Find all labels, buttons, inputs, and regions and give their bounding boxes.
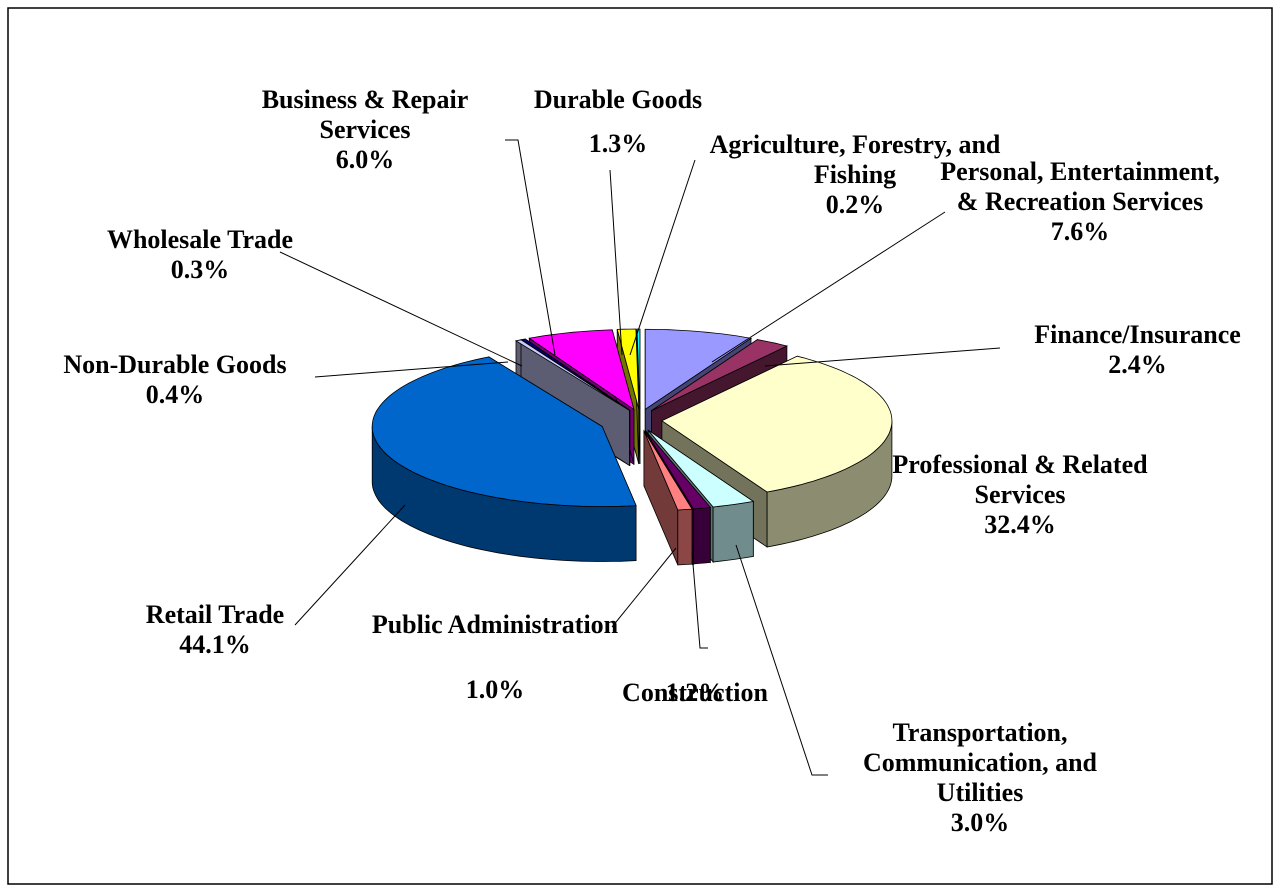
value-label: 32.4% xyxy=(984,510,1056,539)
data-label: Transportation, Communication, and Utili… xyxy=(830,718,1130,838)
slice-top xyxy=(647,429,755,508)
data-label: Personal, Entertainment, & Recreation Se… xyxy=(930,157,1230,247)
leader-line xyxy=(691,551,708,649)
leader-line xyxy=(764,347,1001,367)
leader-line xyxy=(735,544,828,776)
leader-line xyxy=(279,251,523,367)
data-label: Durable Goods 1.3% xyxy=(488,85,748,159)
slice-top xyxy=(514,339,630,411)
category-label: Retail Trade xyxy=(145,600,285,629)
slice-top xyxy=(643,430,693,511)
data-label: Construction 1.2% xyxy=(585,678,805,708)
value-label: 7.6% xyxy=(1050,217,1110,246)
value-label: 1.0% xyxy=(465,675,525,704)
value-label: 6.0% xyxy=(335,145,395,174)
leader-line xyxy=(314,361,509,378)
slice-top xyxy=(661,355,893,493)
category-label: Personal, Entertainment, & Recreation Se… xyxy=(940,157,1220,216)
data-label: Agriculture, Forestry, and Fishing 0.2% xyxy=(690,130,1020,220)
slice-wall xyxy=(693,506,711,565)
value-label: 44.1% xyxy=(179,630,251,659)
data-label: Non-Durable Goods 0.4% xyxy=(20,350,330,410)
data-label: Professional & Related Services 32.4% xyxy=(880,450,1160,540)
leader-line xyxy=(294,504,406,626)
category-label: Wholesale Trade xyxy=(106,225,294,254)
slice-wall xyxy=(712,500,754,563)
data-label: Retail Trade 44.1% xyxy=(95,600,335,660)
leader-line xyxy=(609,169,623,356)
value-label: 0.3% xyxy=(170,255,230,284)
category-label: Non-Durable Goods xyxy=(63,350,287,379)
slice-top xyxy=(644,328,753,411)
leader-line xyxy=(611,547,677,628)
category-label: Public Administration xyxy=(371,610,619,639)
leader-lines xyxy=(279,139,1001,776)
value-label: 0.4% xyxy=(145,380,205,409)
slice-top xyxy=(528,329,635,411)
value-label: 2.4% xyxy=(1108,350,1167,379)
slice-top xyxy=(371,356,637,507)
value-label: 0.2% xyxy=(825,190,885,219)
leader-line xyxy=(629,159,696,356)
slice-top xyxy=(651,339,789,411)
slice-top xyxy=(645,430,712,510)
leader-line xyxy=(711,211,946,363)
leader-line xyxy=(505,139,556,356)
category-label: Business & Repair Services xyxy=(261,85,469,144)
value-label: 1.2% xyxy=(665,678,725,707)
category-label: Agriculture, Forestry, and Fishing xyxy=(709,130,1001,189)
pie xyxy=(371,328,893,566)
category-label: Transportation, Communication, and Utili… xyxy=(862,718,1098,807)
data-label: Finance/Insurance 2.4% xyxy=(1000,320,1275,380)
data-label: Business & Repair Services 6.0% xyxy=(215,85,515,175)
slice-wall xyxy=(677,508,693,566)
category-label: Finance/Insurance xyxy=(1034,320,1241,349)
data-label: Public Administration 1.0% xyxy=(330,610,660,705)
category-label: Professional & Related Services xyxy=(892,450,1148,509)
value-label: 3.0% xyxy=(950,808,1010,837)
category-label: Construction xyxy=(622,678,768,707)
category-label: Durable Goods xyxy=(533,85,703,114)
data-label: Wholesale Trade 0.3% xyxy=(60,225,340,285)
value-label: 1.3% xyxy=(588,129,648,158)
